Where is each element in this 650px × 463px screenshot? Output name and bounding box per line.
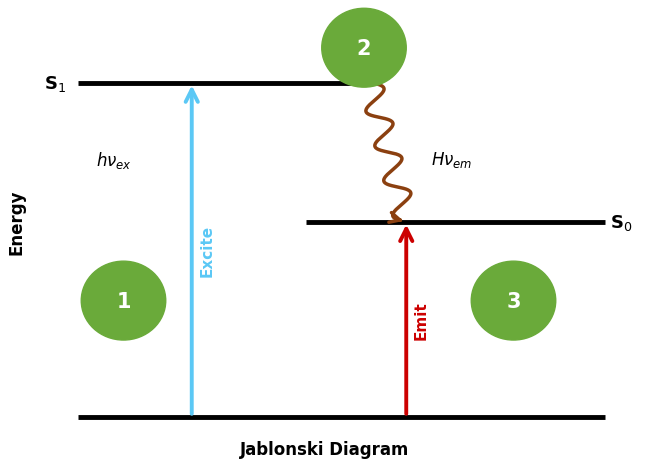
Ellipse shape [322, 9, 406, 88]
Ellipse shape [81, 262, 166, 340]
Text: H$\nu_{em}$: H$\nu_{em}$ [431, 150, 473, 170]
Text: Energy: Energy [7, 189, 25, 255]
Text: Emit: Emit [413, 300, 429, 339]
Text: 3: 3 [506, 291, 521, 311]
Text: h$\nu_{ex}$: h$\nu_{ex}$ [96, 149, 132, 170]
Ellipse shape [471, 262, 556, 340]
Text: 1: 1 [116, 291, 131, 311]
Text: S$_0$: S$_0$ [610, 212, 632, 232]
Text: Jablonski Diagram: Jablonski Diagram [240, 440, 410, 458]
Text: 2: 2 [357, 38, 371, 59]
Text: Excite: Excite [199, 224, 215, 276]
Text: S$_1$: S$_1$ [44, 73, 66, 94]
